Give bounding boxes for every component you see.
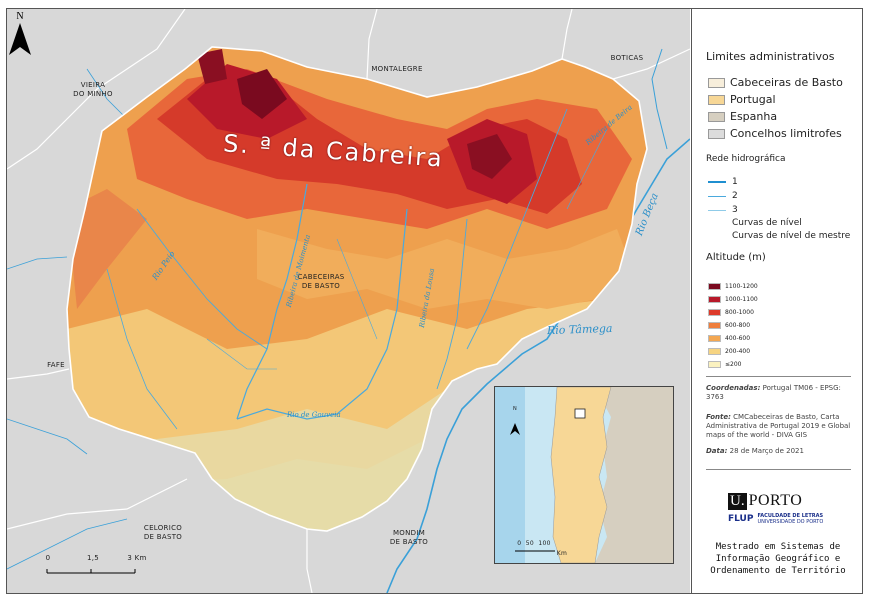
alt-label: 1100-1200 bbox=[725, 283, 758, 290]
alt-label: ≤200 bbox=[725, 361, 742, 368]
logo-faculdade: FACULDADE DE LETRAS bbox=[757, 513, 824, 519]
coords-label: Coordenadas: bbox=[706, 384, 761, 392]
hydro-item-2: 2 bbox=[708, 191, 738, 201]
admin-limits-title: Limites administrativos bbox=[706, 50, 835, 63]
admin-item-label: Concelhos limitrofes bbox=[730, 127, 842, 140]
inset-scale-unit: Km bbox=[556, 550, 568, 557]
alt-label: 400-600 bbox=[725, 335, 751, 342]
divider bbox=[706, 376, 851, 377]
place-montalegre: MONTALEGRE bbox=[371, 65, 423, 73]
place-cabeceiras-de-basto: CABECEIRAS DE BASTO bbox=[297, 273, 345, 290]
municipality-boundary bbox=[66, 46, 648, 532]
neighbour-boundaries bbox=[7, 9, 690, 593]
divider bbox=[706, 469, 851, 470]
scale-tick-0: 0 bbox=[45, 554, 51, 562]
hydro-item-label: 2 bbox=[732, 191, 738, 201]
alt-swatch bbox=[708, 283, 721, 290]
admin-swatch bbox=[708, 94, 725, 105]
alt-item: 800-1000 bbox=[708, 309, 754, 316]
hydro-item-master-contours: Curvas de nível de mestre bbox=[708, 231, 850, 241]
place-celorico-de-basto: CELORICO DE BASTO bbox=[143, 524, 183, 541]
hydro-item-1: 1 bbox=[708, 177, 738, 187]
river-gouveia-label: Rio de Gouveia bbox=[287, 411, 341, 419]
logo-u: U. bbox=[728, 492, 747, 510]
inset-scale-ticks: 0 50 100 bbox=[517, 540, 551, 547]
place-vieira-do-minho: VIEIRA DO MINHO bbox=[73, 81, 113, 98]
alt-label: 200-400 bbox=[725, 348, 751, 355]
alt-label: 600-800 bbox=[725, 322, 751, 329]
alt-swatch bbox=[708, 322, 721, 329]
place-fafe: FAFE bbox=[47, 361, 65, 369]
admin-swatch bbox=[708, 111, 725, 122]
place-boticas: BOTICAS bbox=[610, 54, 644, 62]
outer-rivers bbox=[7, 48, 690, 593]
hydro-item-label: Curvas de nível bbox=[732, 218, 802, 228]
source-value: CMCabeceiras de Basto, Carta Administrat… bbox=[706, 413, 851, 439]
alt-item: 1000-1100 bbox=[708, 296, 758, 303]
alt-swatch bbox=[708, 296, 721, 303]
hydro-item-contours: Curvas de nível bbox=[708, 218, 802, 228]
alt-item: ≤200 bbox=[708, 361, 741, 368]
scale-tick-1: 1,5 bbox=[86, 554, 100, 562]
admin-item-label: Cabeceiras de Basto bbox=[730, 76, 843, 89]
admin-item-cabeceiras: Cabeceiras de Basto bbox=[708, 76, 843, 89]
uporto-logo: U. PORTO FLUP FACULDADE DE LETRAS UNIVER… bbox=[728, 492, 848, 525]
hydro-item-label: Curvas de nível de mestre bbox=[732, 231, 851, 241]
alt-swatch bbox=[708, 335, 721, 342]
source-label: Fonte: bbox=[706, 413, 731, 421]
admin-swatch bbox=[708, 77, 725, 88]
alt-swatch bbox=[708, 348, 721, 355]
alt-label: 800-1000 bbox=[725, 309, 754, 316]
logo-porto: PORTO bbox=[748, 492, 803, 509]
inset-north-letter: N bbox=[512, 406, 518, 412]
admin-item-portugal: Portugal bbox=[708, 93, 776, 106]
scale-tick-2: 3 Km bbox=[127, 554, 147, 562]
legend-panel: Limites administrativos Cabeceiras de Ba… bbox=[691, 9, 862, 593]
place-mondim-de-basto: MONDIM DE BASTO bbox=[389, 529, 429, 546]
source-note: Fonte: CMCabeceiras de Basto, Carta Admi… bbox=[706, 413, 856, 440]
date-label: Data: bbox=[706, 447, 728, 455]
admin-item-concelhos: Concelhos limitrofes bbox=[708, 127, 842, 140]
alt-label: 1000-1100 bbox=[725, 296, 758, 303]
coordinates-note: Coordenadas: Portugal TM06 - EPSG: 3763 bbox=[706, 384, 856, 402]
alt-item: 400-600 bbox=[708, 335, 750, 342]
alt-item: 600-800 bbox=[708, 322, 750, 329]
admin-item-label: Espanha bbox=[730, 110, 778, 123]
date-note: Data: 28 de Março de 2021 bbox=[706, 447, 856, 456]
admin-swatch bbox=[708, 128, 725, 139]
logo-flup: FLUP bbox=[728, 514, 754, 524]
degree-title: Mestrado em Sistemas de Informação Geogr… bbox=[710, 542, 846, 576]
admin-item-espanha: Espanha bbox=[708, 110, 777, 123]
admin-item-label: Portugal bbox=[730, 93, 776, 106]
internal-rivers bbox=[106, 108, 608, 430]
alt-item: 200-400 bbox=[708, 348, 750, 355]
river-tamega-label: Rio Tâmega bbox=[546, 321, 613, 338]
altitude-title: Altitude (m) bbox=[706, 252, 766, 263]
alt-swatch bbox=[708, 361, 721, 368]
logo-universidade: UNIVERSIDADE DO PORTO bbox=[757, 519, 824, 525]
coords-value: Portugal TM06 - EPSG: 3763 bbox=[706, 384, 841, 401]
alt-item: 1100-1200 bbox=[708, 283, 758, 290]
main-map[interactable]: S. ª da Cabreira N VIEIRA DO MINHO MONTA… bbox=[7, 9, 690, 593]
hydro-item-label: 3 bbox=[732, 205, 738, 215]
alt-swatch bbox=[708, 309, 721, 316]
hydro-item-3: 3 bbox=[708, 205, 738, 215]
north-arrow-icon: N bbox=[9, 11, 31, 55]
hydro-item-label: 1 bbox=[732, 177, 738, 187]
inset-locator-map: N 0 50 100 Km bbox=[494, 386, 674, 564]
north-letter: N bbox=[16, 11, 23, 22]
hydro-title: Rede hidrográfica bbox=[706, 154, 786, 164]
date-value: 28 de Março de 2021 bbox=[729, 447, 804, 455]
